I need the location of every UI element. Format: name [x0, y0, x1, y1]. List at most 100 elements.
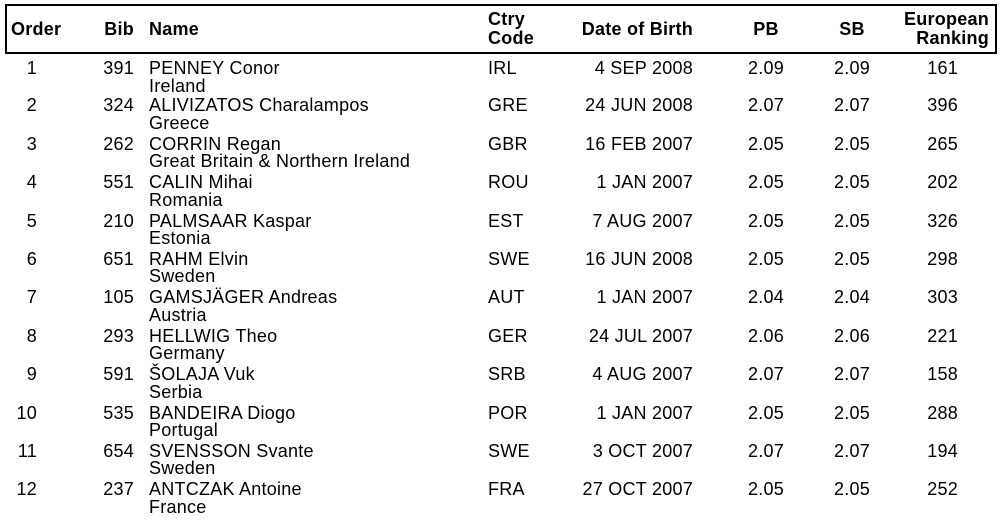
- athlete-name: HELLWIG Theo: [149, 325, 278, 346]
- cell-bib: 210: [103, 210, 134, 231]
- athlete-country: Austria: [149, 304, 207, 325]
- athlete-name: PALMSAAR Kaspar: [149, 210, 312, 231]
- cell-personal-best: 2.05: [747, 402, 785, 423]
- athlete-country: Serbia: [149, 381, 203, 402]
- cell-name: SVENSSON Svante Sweden: [141, 440, 481, 481]
- table-row: 2 324 ALIVIZATOS Charalampos Greece GRE …: [6, 95, 996, 135]
- cell-european-ranking: 265: [927, 133, 958, 154]
- cell-date-of-birth: 16 FEB 2007: [585, 133, 693, 154]
- cell-name: PENNEY Conor Ireland: [141, 53, 481, 97]
- cell-name: CALIN Mihai Romania: [141, 172, 481, 212]
- header-bib: Bib: [61, 4, 141, 54]
- athlete-country: Great Britain & Northern Ireland: [149, 151, 411, 172]
- cell-country-code: EST: [488, 210, 524, 231]
- athlete-name: PENNEY Conor: [149, 58, 280, 78]
- athlete-name: CORRIN Regan: [149, 133, 282, 154]
- cell-country-code: GER: [488, 325, 528, 346]
- cell-personal-best: 2.07: [747, 364, 785, 385]
- header-country-code-line2: Code: [488, 28, 534, 48]
- cell-name: BANDEIRA Diogo Portugal: [141, 404, 481, 443]
- cell-season-best: 2.07: [833, 364, 871, 385]
- cell-bib: 293: [103, 325, 134, 346]
- athlete-name: RAHM Elvin: [149, 248, 249, 269]
- cell-season-best: 2.07: [833, 95, 871, 116]
- header-european-ranking: European Ranking: [873, 4, 997, 54]
- cell-date-of-birth: 1 JAN 2007: [596, 402, 693, 423]
- athlete-country: Greece: [149, 112, 210, 133]
- header-personal-best-label: PB: [753, 18, 779, 39]
- athlete-name: CALIN Mihai: [149, 172, 253, 193]
- cell-bib: 654: [103, 440, 134, 461]
- cell-country-code: SWE: [488, 248, 530, 269]
- cell-date-of-birth: 1 JAN 2007: [596, 287, 693, 308]
- header-order-label: Order: [11, 18, 62, 39]
- cell-personal-best: 2.05: [747, 248, 785, 269]
- cell-order: 10: [16, 402, 37, 423]
- cell-personal-best: 2.04: [747, 287, 785, 308]
- cell-name: ŠOLAJA Vuk Serbia: [141, 364, 481, 404]
- header-season-best-label: SB: [839, 18, 865, 39]
- cell-european-ranking: 298: [927, 248, 958, 269]
- header-name: Name: [141, 4, 481, 54]
- cell-season-best: 2.05: [833, 402, 871, 423]
- cell-order: 2: [26, 95, 37, 116]
- start-list-table: Order Bib Name Ctry Code Date of Birth P…: [5, 4, 997, 520]
- cell-date-of-birth: 24 JUN 2008: [585, 95, 693, 116]
- header-country-code: Ctry Code: [481, 4, 546, 54]
- header-row: Order Bib Name Ctry Code Date of Birth P…: [5, 4, 997, 54]
- cell-name: RAHM Elvin Sweden: [141, 248, 481, 289]
- cell-season-best: 2.09: [833, 58, 871, 78]
- table-body: 1 391 PENNEY Conor Ireland IRL 4 SEP 200…: [6, 53, 996, 520]
- table-row: 8 293 HELLWIG Theo Germany GER 24 JUL 20…: [6, 325, 996, 366]
- cell-order: 7: [26, 287, 37, 308]
- cell-european-ranking: 396: [927, 95, 958, 116]
- athlete-country: Ireland: [149, 75, 206, 96]
- cell-order: 12: [16, 479, 37, 500]
- cell-season-best: 2.05: [833, 479, 871, 500]
- cell-personal-best: 2.05: [747, 172, 785, 193]
- table-row: 11 654 SVENSSON Svante Sweden SWE 3 OCT …: [6, 440, 996, 481]
- cell-date-of-birth: 24 JUL 2007: [588, 325, 693, 346]
- cell-bib: 591: [103, 364, 134, 385]
- cell-season-best: 2.05: [833, 248, 871, 269]
- cell-name: CORRIN Regan Great Britain & Northern Ir…: [141, 133, 481, 174]
- athlete-name: ALIVIZATOS Charalampos: [149, 95, 369, 116]
- cell-country-code: FRA: [488, 479, 525, 500]
- table-row: 7 105 GAMSJÄGER Andreas Austria AUT 1 JA…: [6, 287, 996, 327]
- cell-order: 3: [26, 133, 37, 154]
- table-header: Order Bib Name Ctry Code Date of Birth P…: [5, 4, 997, 54]
- table-row: 10 535 BANDEIRA Diogo Portugal POR 1 JAN…: [6, 402, 996, 443]
- cell-country-code: SWE: [488, 440, 530, 461]
- cell-european-ranking: 194: [927, 440, 958, 461]
- cell-date-of-birth: 16 JUN 2008: [585, 248, 693, 269]
- athlete-name: SVENSSON Svante: [149, 440, 314, 461]
- cell-european-ranking: 303: [927, 287, 958, 308]
- athlete-country: Romania: [149, 189, 223, 210]
- cell-country-code: AUT: [488, 287, 525, 308]
- cell-name: PALMSAAR Kaspar Estonia: [141, 210, 481, 251]
- cell-european-ranking: 288: [927, 402, 958, 423]
- cell-european-ranking: 326: [927, 210, 958, 231]
- cell-name: ANTCZAK Antoine France: [141, 481, 481, 519]
- cell-bib: 535: [103, 402, 134, 423]
- cell-order: 1: [26, 58, 37, 78]
- cell-date-of-birth: 7 AUG 2007: [592, 210, 693, 231]
- header-date-of-birth-label: Date of Birth: [581, 18, 693, 39]
- cell-season-best: 2.06: [833, 325, 871, 346]
- cell-european-ranking: 158: [927, 364, 958, 385]
- athlete-name: ŠOLAJA Vuk: [149, 364, 255, 385]
- table-row: 1 391 PENNEY Conor Ireland IRL 4 SEP 200…: [6, 53, 996, 97]
- cell-order: 8: [26, 325, 37, 346]
- cell-personal-best: 2.05: [747, 210, 785, 231]
- cell-date-of-birth: 4 AUG 2007: [592, 364, 693, 385]
- cell-bib: 324: [103, 95, 134, 116]
- athlete-country: Estonia: [149, 228, 211, 249]
- header-country-code-line1: Ctry: [488, 9, 526, 29]
- header-name-label: Name: [149, 18, 200, 39]
- cell-personal-best: 2.05: [747, 133, 785, 154]
- cell-season-best: 2.04: [833, 287, 871, 308]
- cell-personal-best: 2.07: [747, 440, 785, 461]
- cell-order: 6: [26, 248, 37, 269]
- table-row: 5 210 PALMSAAR Kaspar Estonia EST 7 AUG …: [6, 210, 996, 251]
- cell-name: GAMSJÄGER Andreas Austria: [141, 289, 481, 327]
